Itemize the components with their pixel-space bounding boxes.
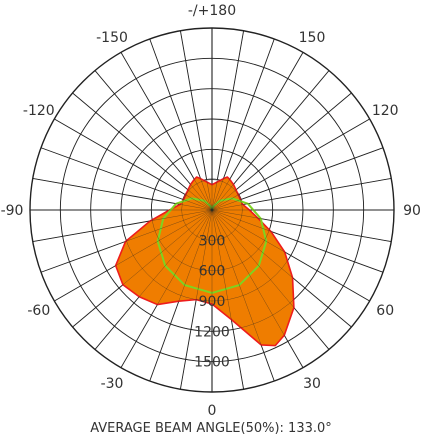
grid-ring-overlay [60,58,364,362]
angle-label: -120 [23,103,55,119]
angle-label: -60 [27,303,50,319]
radial-label: 300 [199,233,226,249]
grid-ring-overlay [90,88,334,332]
angle-label: 0 [208,403,217,419]
radial-label: 1200 [194,324,230,340]
angle-label: 30 [303,376,321,392]
grid-ring-overlay [151,149,273,271]
angle-label: -90 [1,203,24,219]
angle-label: 90 [403,203,421,219]
angle-label: 60 [376,303,394,319]
grid-ring-overlay [29,27,395,393]
grid-ring-overlay [181,179,243,241]
radial-label: 600 [199,264,226,280]
radial-label: 1500 [194,355,230,371]
beam-angle-caption: AVERAGE BEAM ANGLE(50%): 133.0° [90,421,332,436]
angle-label: -/+180 [188,3,236,19]
radial-label: 900 [199,294,226,310]
angle-label: 150 [299,30,326,46]
angle-label: 120 [372,103,399,119]
grid-ring-overlay [120,118,304,302]
angle-label: -150 [96,30,128,46]
angle-label: -30 [101,376,124,392]
grid-overlay [29,27,395,393]
label-layer: 0 30 60 90 120 150 -/+180 -150 -120 -90 -60 -30 300 6… [1,3,421,419]
series-layer [29,27,395,393]
